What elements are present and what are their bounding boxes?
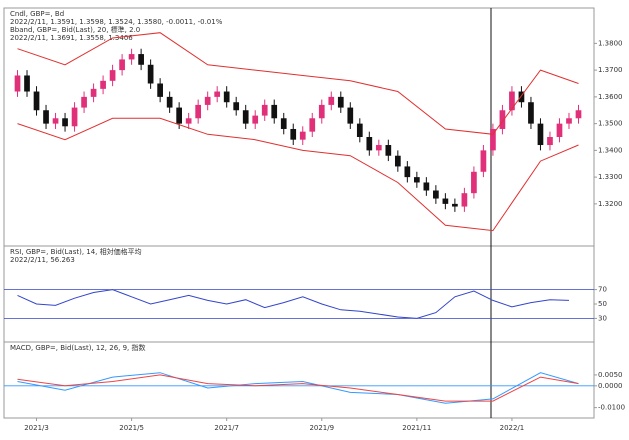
candle-body — [290, 128, 297, 140]
candle-body — [280, 118, 287, 129]
panel-subtitle: 2022/2/11, 56.263 — [10, 256, 75, 264]
candle-body — [328, 96, 335, 105]
y-tick-label: 1.3600 — [598, 93, 623, 101]
candle-body — [537, 123, 544, 146]
candle-body — [157, 83, 163, 97]
panel-title: RSI, GBP=, Bid(Last), 14, 相対価格平均 — [10, 247, 142, 256]
candle-body — [14, 75, 21, 92]
candle-body — [442, 198, 449, 204]
candle-body — [185, 118, 192, 124]
candle-body — [62, 118, 68, 127]
candle-body — [480, 150, 487, 172]
candle-body — [547, 137, 553, 146]
series-line — [17, 117, 579, 232]
y-tick-label: 1.3200 — [598, 200, 623, 208]
series-line — [17, 374, 579, 402]
candle-body — [33, 91, 40, 111]
candle-body — [195, 104, 202, 119]
candle-body — [471, 171, 477, 194]
y-tick-label: 50 — [598, 300, 607, 308]
candle-body — [452, 203, 458, 207]
y-tick-label: 1.3500 — [598, 120, 623, 128]
x-tick-label: 2021/5 — [119, 424, 144, 432]
candle-body — [461, 193, 468, 207]
y-tick-label: 30 — [598, 314, 607, 322]
series-line — [17, 32, 579, 135]
candle-body — [575, 110, 582, 119]
candle-body — [261, 104, 268, 116]
frame — [3, 7, 595, 419]
candle-body — [24, 75, 30, 92]
panel-title: MACD, GBP=, Bid(Last), 12, 26, 9, 指数 — [10, 343, 146, 352]
candle-body — [43, 110, 49, 124]
candle-body — [233, 102, 240, 111]
candle-body — [347, 107, 354, 124]
candle-body — [271, 104, 278, 119]
candle-body — [375, 145, 382, 151]
candle-body — [509, 91, 515, 111]
candle-body — [176, 107, 182, 124]
candle-body — [204, 96, 211, 105]
x-tick-label: 2021/11 — [402, 424, 431, 432]
candle-body — [252, 115, 259, 124]
y-tick-label: 1.3400 — [598, 146, 623, 154]
annotation: 2022/2/11, 1.3691, 1.3558, 1.3406 — [10, 34, 133, 42]
panel-subtitle: 2022/2/11, 1.3591, 1.3598, 1.3524, 1.358… — [10, 18, 223, 26]
candle-body — [566, 118, 572, 124]
candle-body — [138, 54, 144, 65]
y-tick-label: 70 — [598, 286, 607, 294]
candle-body — [556, 123, 563, 137]
candle-body — [394, 155, 401, 167]
candle-body — [499, 110, 506, 129]
candle-body — [52, 118, 59, 124]
candle-body — [119, 59, 125, 71]
candle-body — [356, 123, 363, 137]
y-tick-label: 1.3300 — [598, 173, 623, 181]
candle-body — [366, 137, 373, 151]
series-line — [17, 289, 570, 319]
x-tick-label: 2022/1 — [500, 424, 525, 432]
candle-body — [423, 182, 430, 191]
x-tick-label: 2021/9 — [309, 424, 334, 432]
panel-title: Cndl, GBP=, Bd — [10, 10, 64, 18]
y-tick-label: 1.3800 — [598, 39, 623, 47]
candle-body — [404, 166, 411, 178]
candle-body — [128, 54, 135, 60]
candle-body — [90, 88, 97, 97]
candle-body — [147, 64, 154, 84]
legend-entry: Bband, GBP=, Bid(Last), 20, 標準, 2.0 — [10, 25, 140, 34]
candle-body — [81, 96, 87, 108]
candle-body — [100, 80, 106, 89]
candle-body — [518, 91, 525, 103]
y-tick-label: 0.0050 — [598, 371, 623, 379]
candle-body — [385, 145, 392, 156]
y-tick-label: 1.3700 — [598, 66, 623, 74]
x-tick-label: 2021/3 — [24, 424, 49, 432]
candle-body — [309, 118, 316, 132]
candle-body — [490, 128, 496, 151]
x-tick-label: 2021/7 — [214, 424, 239, 432]
candle-body — [299, 131, 306, 140]
candle-body — [433, 190, 439, 199]
y-tick-label: -0.0100 — [598, 404, 625, 412]
candle-body — [71, 107, 78, 127]
candle-body — [166, 96, 173, 108]
candle-body — [242, 110, 249, 124]
candle-body — [214, 91, 221, 97]
candle-body — [528, 102, 534, 124]
series-line — [17, 372, 579, 404]
candle-body — [109, 70, 116, 81]
candle-body — [318, 104, 325, 119]
candle-body — [223, 91, 230, 103]
candle-body — [414, 177, 420, 183]
candle-body — [337, 96, 344, 108]
y-tick-label: 0.0000 — [598, 382, 623, 390]
